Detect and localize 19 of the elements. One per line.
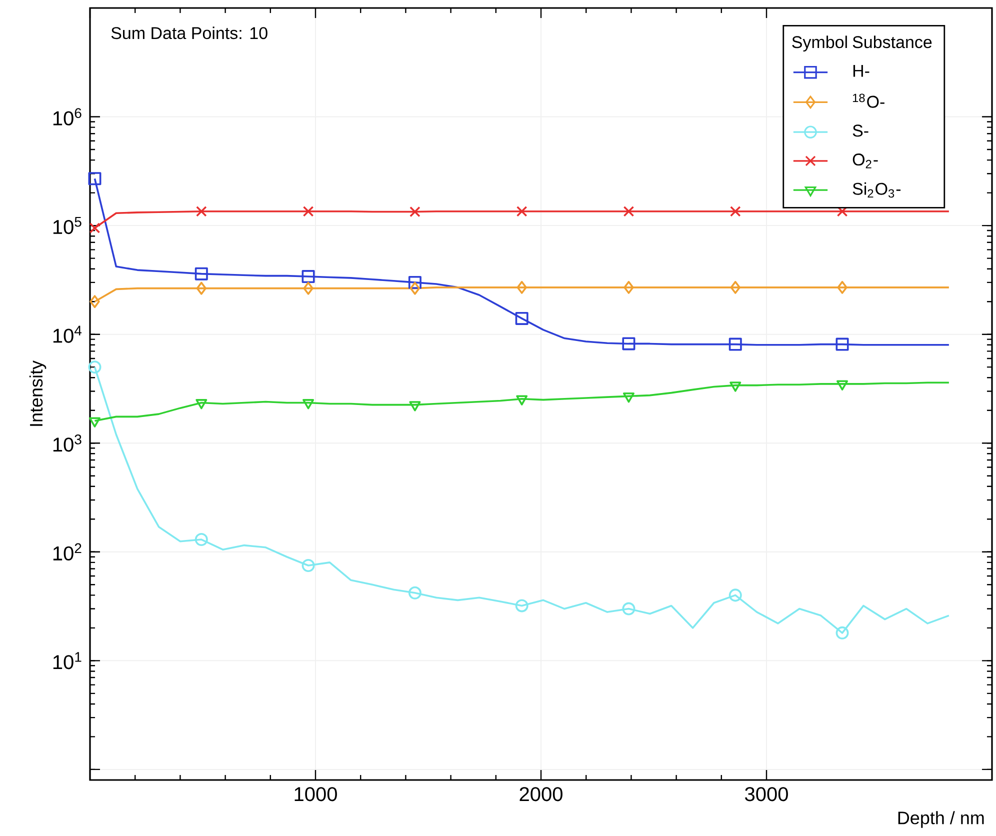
y-tick-label: 10$^{6}$	[53, 108, 82, 126]
legend-label: $^{18}$O-	[852, 94, 884, 108]
y-tick-label: 10$^{4}$	[53, 326, 82, 343]
y-tick-label: 10$^{5}$	[53, 217, 82, 234]
annotation: Sum Data Points: 10	[111, 26, 268, 40]
x-tick-label: 2000	[520, 787, 562, 802]
x-axis-title: Depth / nm	[898, 811, 984, 828]
y-tick-label: 10$^{3}$	[53, 434, 82, 452]
y-tick-label: 10$^{1}$	[53, 652, 82, 670]
legend-label: Si$_{2}$O$_{3}$-	[852, 182, 901, 198]
x-tick-label: 3000	[745, 787, 788, 802]
y-axis-title: Intensity	[29, 360, 46, 426]
legend-label: S-	[852, 124, 868, 137]
x-tick-label: 1000	[294, 787, 337, 802]
legend-label: O$_{2}$-	[852, 154, 878, 168]
y-tick-label: 10$^{2}$	[53, 543, 82, 561]
legend-title: Symbol	[792, 36, 847, 52]
legend-label: H-	[853, 65, 870, 77]
annotation: Substance	[852, 36, 932, 48]
